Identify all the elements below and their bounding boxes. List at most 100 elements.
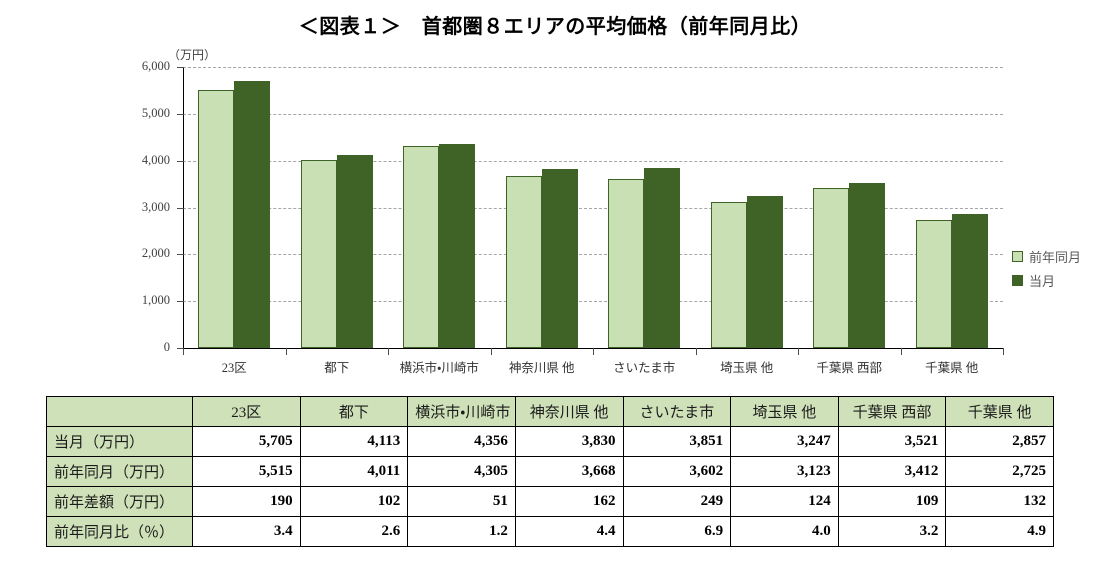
bar-prev-year	[505, 176, 542, 348]
table-row: 前年同月比（％） 3.4 2.6 1.2 4.4 6.9 4.0 3.2 4.9	[46, 516, 1054, 547]
table-cell-value: 3,247	[730, 426, 839, 457]
table-cell-value: 2.6	[299, 516, 409, 547]
table-row-label: 当月（万円）	[46, 426, 193, 457]
table-cell-value: 102	[299, 486, 409, 517]
bar-prev-year	[710, 201, 747, 348]
gridline	[183, 254, 1003, 256]
bar-current-month	[746, 195, 783, 348]
y-axis-tick	[177, 113, 184, 115]
x-axis-category-label: 都下	[324, 361, 350, 375]
table-cell-value: 4.9	[945, 516, 1054, 547]
legend-item[interactable]: 前年同月	[1012, 244, 1110, 268]
bar-current-month	[336, 155, 373, 348]
table-row: 前年同月（万円） 5,515 4,011 4,305 3,668 3,602 3,123 3,…	[46, 456, 1054, 487]
x-axis-tick	[593, 348, 594, 355]
y-axis-tick-label: 3,000	[141, 199, 170, 214]
x-axis-tick	[695, 348, 697, 355]
table-column-header: 埼玉県 他	[730, 396, 839, 427]
x-axis-category-label: 千葉県 西部	[816, 361, 883, 375]
table-cell-value: 6.9	[622, 516, 732, 547]
y-axis-tick	[177, 160, 184, 162]
page-title: ＜図表１＞ 首都圏８エリアの平均価格（前年同月比）	[298, 16, 812, 38]
legend-item[interactable]: 当月	[1012, 268, 1110, 292]
table-body: 当月（万円） 5,705 4,113 4,356 3,830 3,851 3,247 3,52…	[46, 426, 1054, 547]
table-cell-value: 3,123	[730, 456, 839, 487]
gridline	[183, 113, 1003, 115]
table-cell-value: 109	[837, 486, 947, 517]
bar-current-month	[234, 80, 271, 348]
table-column-header: 千葉県 西部	[837, 396, 947, 427]
data-table: 23区 都下 横浜市・川崎市 神奈川県 他さいたま市 埼玉県 他千葉県 西部 千葉県 他 …	[46, 396, 1054, 547]
legend-label: 前年同月	[1029, 249, 1082, 265]
x-axis-tick	[285, 348, 287, 355]
y-axis-tick	[177, 207, 184, 209]
x-axis-tick	[798, 348, 799, 355]
x-axis-tick	[388, 348, 389, 355]
table-cell-value: 5,705	[192, 426, 301, 457]
table-cell-value: 3,412	[837, 456, 947, 487]
table-cell-value: 3,668	[514, 456, 624, 487]
x-axis-tick	[490, 348, 492, 355]
table-column-header: 23区	[192, 396, 301, 427]
x-axis-category-label: 千葉県 他	[925, 361, 979, 375]
y-axis-tick-label: 5,000	[141, 105, 170, 120]
legend-swatch-icon	[1012, 250, 1023, 262]
table-cell-value: 5,515	[192, 456, 301, 487]
bar-chart-figure: （万円） 0 1,000 2,000 3,000 4,000 5,000 6,000 23区…	[0, 44, 1110, 384]
table-cell-value: 2,857	[945, 426, 1054, 457]
table-column-header: 都下	[299, 396, 409, 427]
gridline	[183, 301, 1003, 303]
table-column-header: 横浜市・川崎市	[407, 396, 516, 427]
x-axis-category-label: 23区	[221, 361, 247, 375]
table-cell-value: 4,356	[407, 426, 516, 457]
table-row: 当月（万円） 5,705 4,113 4,356 3,830 3,851 3,247 3,52…	[46, 426, 1054, 457]
x-axis-category-label: さいたま市	[613, 361, 676, 375]
y-axis-tick-label: 2,000	[141, 246, 170, 261]
gridline	[183, 207, 1003, 209]
table-cell-value: 4,011	[299, 456, 409, 487]
bar-prev-year	[300, 160, 337, 348]
table-cell-value: 132	[945, 486, 1054, 517]
x-axis-category-label: 埼玉県 他	[720, 361, 774, 375]
table-cell-value: 3,602	[622, 456, 732, 487]
x-axis-tick	[1003, 348, 1004, 355]
y-axis-tick-label: 0	[163, 340, 170, 354]
table-cell-value: 190	[192, 486, 301, 517]
table-column-header: 千葉県 他	[945, 396, 1054, 427]
y-axis-tick-label: 4,000	[141, 152, 170, 167]
table-cell-value: 3,851	[622, 426, 732, 457]
bar-prev-year	[608, 179, 645, 348]
bar-prev-year	[813, 188, 850, 348]
plot-area	[183, 67, 1003, 348]
table-cell-value: 51	[407, 486, 516, 517]
bar-current-month	[849, 183, 886, 348]
y-axis-tick	[177, 254, 184, 256]
table-row: 前年差額（万円） 190 102 51 162 249 124 109 132	[46, 486, 1054, 517]
table-cell-value: 3.4	[192, 516, 301, 547]
table-row-label: 前年同月比（％）	[46, 516, 193, 547]
legend-label: 当月	[1029, 273, 1056, 289]
y-axis-unit-label: （万円）	[168, 48, 217, 62]
table-cell-value: 1.2	[407, 516, 516, 547]
table-cell-value: 4.0	[730, 516, 839, 547]
y-axis-tick	[177, 67, 184, 68]
x-axis-category-label: 横浜市・川崎市	[399, 361, 479, 375]
table-cell-value: 2,725	[945, 456, 1054, 487]
table-column-header: 神奈川県 他	[514, 396, 624, 427]
gridline	[183, 67, 1003, 68]
table-row-label: 前年差額（万円）	[46, 486, 193, 517]
table-column-header: さいたま市	[622, 396, 732, 427]
table-cell-value: 4,113	[299, 426, 409, 457]
bar-current-month	[644, 167, 681, 348]
table-header-row: 23区 都下 横浜市・川崎市 神奈川県 他さいたま市 埼玉県 他千葉県 西部 千葉県 他	[46, 396, 1054, 427]
table-cell-value: 124	[730, 486, 839, 517]
bar-current-month	[541, 168, 578, 348]
table-cell-value: 3.2	[837, 516, 947, 547]
chart-legend: 前年同月 当月	[1012, 244, 1110, 292]
table-cell-value: 4.4	[514, 516, 624, 547]
y-axis-tick-label: 6,000	[141, 59, 170, 73]
x-axis-tick	[900, 348, 902, 355]
bar-current-month	[951, 214, 988, 348]
table-cell-value: 3,830	[514, 426, 624, 457]
table-cell-value: 162	[514, 486, 624, 517]
